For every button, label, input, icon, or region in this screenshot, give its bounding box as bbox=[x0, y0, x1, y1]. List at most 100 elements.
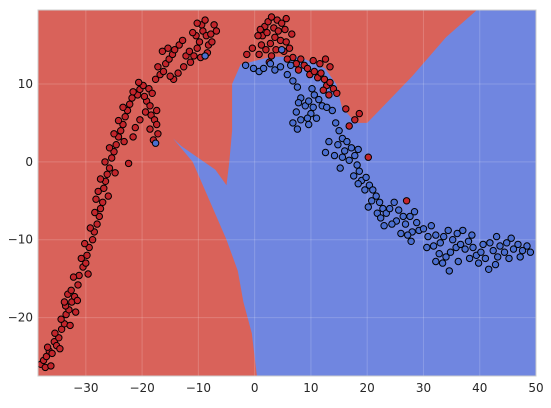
blue-point-112 bbox=[507, 234, 515, 242]
blue-point-3 bbox=[249, 64, 258, 73]
x-tick-label: 0 bbox=[251, 381, 259, 395]
red-point-69 bbox=[140, 92, 149, 101]
red-point-54 bbox=[110, 130, 118, 138]
red-point-164 bbox=[309, 56, 317, 65]
red-point-132 bbox=[263, 28, 271, 37]
blue-point-27 bbox=[328, 106, 336, 115]
grid bbox=[38, 10, 536, 376]
red-point-152 bbox=[303, 64, 312, 73]
red-point-22 bbox=[72, 308, 80, 316]
red-point-163 bbox=[319, 86, 327, 94]
scatter-points bbox=[38, 13, 535, 372]
red-point-32 bbox=[81, 239, 89, 248]
blue-point-111 bbox=[492, 232, 501, 241]
red-point-162 bbox=[325, 91, 333, 99]
blue-point-46 bbox=[369, 186, 377, 194]
red-point-99 bbox=[193, 44, 201, 52]
blue-point-38 bbox=[353, 161, 361, 169]
blue-point-84 bbox=[481, 254, 490, 263]
blue-point-48 bbox=[368, 197, 376, 205]
blue-point-118 bbox=[364, 203, 372, 211]
blue-point-78 bbox=[461, 245, 469, 253]
blue-point-96 bbox=[523, 242, 531, 250]
blue-point-126 bbox=[278, 46, 286, 54]
blue-point-119 bbox=[354, 180, 362, 188]
red-point-10 bbox=[51, 329, 59, 337]
blue-point-108 bbox=[459, 226, 467, 235]
blue-point-127 bbox=[287, 61, 295, 70]
red-point-81 bbox=[131, 123, 140, 132]
blue-point-22 bbox=[297, 116, 305, 124]
red-point-135 bbox=[262, 46, 270, 54]
red-point-166 bbox=[321, 55, 330, 63]
blue-point-59 bbox=[406, 212, 414, 221]
red-point-51 bbox=[105, 144, 114, 152]
red-point-56 bbox=[119, 120, 127, 129]
red-point-77 bbox=[146, 125, 154, 133]
x-tick-label: 10 bbox=[303, 381, 318, 395]
blue-point-101 bbox=[474, 259, 483, 267]
red-point-145 bbox=[285, 44, 294, 52]
blue-point-71 bbox=[423, 243, 431, 252]
red-point-142 bbox=[267, 52, 276, 60]
x-tick-label: 20 bbox=[360, 381, 375, 395]
blue-point-23 bbox=[292, 108, 300, 116]
x-axis-tick-labels: −30 −20 −10 0 10 20 30 40 50 bbox=[73, 381, 543, 395]
red-point-20 bbox=[67, 286, 75, 294]
red-point-72 bbox=[146, 102, 154, 110]
blue-point-61 bbox=[413, 218, 421, 227]
blue-point-58 bbox=[401, 220, 410, 228]
red-point-127 bbox=[47, 362, 55, 370]
red-point-48 bbox=[101, 158, 109, 166]
red-point-165 bbox=[316, 60, 324, 68]
red-point-170 bbox=[281, 25, 289, 34]
blue-point-110 bbox=[453, 229, 461, 238]
red-point-80 bbox=[136, 116, 144, 124]
blue-point-100 bbox=[485, 265, 493, 273]
blue-point-92 bbox=[503, 239, 511, 247]
red-point-49 bbox=[108, 154, 116, 162]
blue-point-67 bbox=[427, 222, 435, 230]
y-tick-label: −20 bbox=[8, 311, 33, 325]
red-point-30 bbox=[83, 251, 91, 260]
blue-point-31 bbox=[334, 141, 342, 149]
blue-point-1 bbox=[201, 52, 209, 60]
red-point-115 bbox=[180, 63, 188, 71]
red-point-47 bbox=[105, 164, 114, 172]
red-point-35 bbox=[86, 224, 95, 232]
red-region-spike bbox=[412, 10, 432, 61]
red-point-123 bbox=[104, 192, 113, 200]
x-tick-label: −10 bbox=[186, 381, 211, 395]
blue-point-94 bbox=[514, 240, 522, 249]
red-point-183 bbox=[402, 197, 411, 205]
red-point-94 bbox=[178, 36, 187, 45]
blue-point-16 bbox=[310, 91, 318, 99]
blue-point-128 bbox=[308, 85, 316, 93]
blue-point-115 bbox=[388, 220, 396, 228]
blue-point-40 bbox=[355, 167, 363, 175]
red-point-92 bbox=[171, 46, 179, 54]
blue-point-25 bbox=[293, 125, 302, 133]
blue-point-125 bbox=[303, 114, 312, 122]
blue-point-47 bbox=[372, 192, 380, 200]
blue-point-87 bbox=[489, 246, 497, 255]
blue-point-56 bbox=[399, 212, 407, 221]
blue-point-66 bbox=[424, 232, 432, 241]
red-point-133 bbox=[257, 41, 266, 49]
red-point-144 bbox=[282, 38, 290, 46]
blue-point-15 bbox=[309, 103, 317, 112]
blue-point-109 bbox=[468, 231, 476, 239]
red-point-100 bbox=[195, 38, 204, 46]
red-point-109 bbox=[201, 16, 209, 24]
red-point-86 bbox=[154, 63, 162, 71]
blue-point-5 bbox=[259, 64, 268, 73]
red-point-90 bbox=[158, 47, 167, 55]
red-point-118 bbox=[166, 72, 174, 80]
blue-point-14 bbox=[305, 97, 313, 105]
blue-point-11 bbox=[293, 83, 302, 91]
red-point-33 bbox=[88, 236, 97, 244]
blue-point-35 bbox=[351, 151, 359, 160]
blue-point-80 bbox=[469, 243, 477, 252]
red-point-147 bbox=[283, 55, 291, 63]
y-axis-tick-labels: −20 −10 0 10 bbox=[8, 77, 33, 325]
